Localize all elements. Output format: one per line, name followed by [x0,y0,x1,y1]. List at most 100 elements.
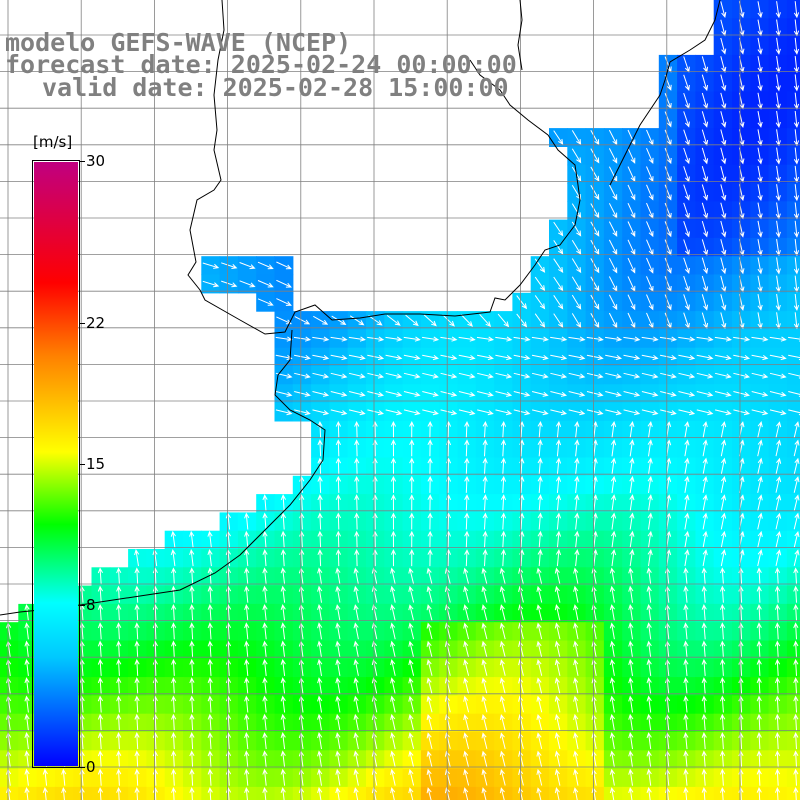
wind-arrow [646,294,654,311]
wind-arrow [696,409,714,416]
wind-arrow [757,111,763,128]
wind-arrow [257,261,274,270]
wind-arrow [403,354,421,361]
wind-arrow [317,768,323,786]
wind-arrow [171,567,177,585]
wind-arrow [500,530,507,548]
wind-arrow [426,640,433,658]
wind-arrow [590,203,600,219]
field-cell [274,786,294,800]
wind-arrow [646,768,652,786]
wind-arrow [500,439,507,457]
wind-arrow [683,603,689,622]
wind-arrow [531,336,549,342]
wind-arrow [702,457,708,475]
wind-arrow [573,732,579,750]
wind-arrow [756,658,762,676]
wind-arrow [426,732,433,750]
wind-arrow [609,585,616,603]
wind-arrow [79,750,85,768]
wind-arrow [500,494,507,512]
wind-arrow [390,604,396,622]
wind-arrow [775,530,782,548]
wind-arrow [244,786,250,800]
wind-arrow [714,409,732,416]
wind-arrow [481,677,488,695]
wind-arrow [757,294,763,311]
wind-arrow [225,768,232,786]
wind-arrow [385,409,403,416]
wind-arrow [574,530,580,548]
wind-arrow [500,475,507,493]
wind-arrow [714,336,732,342]
wind-arrow [664,294,672,311]
wind-arrow [134,603,140,622]
wind-arrow [628,585,634,603]
wind-arrow [477,409,494,416]
wind-arrow [225,567,232,585]
wind-arrow [553,258,564,273]
wind-arrow [353,658,359,676]
wind-arrow [353,622,359,640]
field-cell [786,347,800,367]
wind-arrow [477,391,494,397]
wind-arrow [553,313,564,328]
wind-arrow [463,567,470,585]
field-cell [18,786,38,800]
field-cell [786,73,800,93]
wind-arrow [738,677,744,695]
wind-arrow [171,768,177,786]
wind-arrow [623,336,641,342]
wind-arrow [553,295,564,310]
wind-arrow [628,768,634,786]
wind-arrow [463,695,470,713]
wind-arrow [769,409,787,416]
wind-arrow [390,640,396,658]
wind-arrow [500,457,507,475]
wind-arrow [170,530,176,548]
wind-arrow [207,585,213,603]
wind-arrow [647,512,653,530]
wind-arrow [775,421,782,438]
wind-arrow [769,372,787,379]
wind-arrow [354,439,360,457]
wind-arrow [312,372,330,379]
wind-arrow [720,494,727,512]
wind-arrow [590,184,600,201]
wind-arrow [152,585,158,603]
wind-arrow [609,567,616,585]
wind-arrow [534,258,546,273]
wind-arrow [495,354,513,361]
wind-arrow [513,372,531,379]
wind-arrow [225,750,232,768]
wind-arrow [793,512,800,530]
wind-arrow [608,294,618,311]
wind-arrow [335,457,342,475]
field-cell [786,219,800,239]
wind-arrow [408,659,415,676]
wind-arrow [116,603,122,622]
wind-arrow [458,354,476,361]
wind-arrow [775,457,782,475]
wind-arrow [171,750,177,768]
wind-arrow [793,312,800,330]
wind-arrow [623,372,641,379]
field-cell [786,292,800,312]
wind-arrow [788,409,800,416]
wind-arrow [152,768,158,786]
wind-arrow [702,475,708,493]
wind-arrow [793,622,799,640]
wind-arrow [189,585,195,603]
wind-arrow [422,372,439,379]
wind-arrow [97,768,104,786]
wind-arrow [330,354,348,361]
wind-arrow [536,585,543,603]
wind-arrow [427,549,433,567]
wind-arrow [464,530,470,548]
colorbar-unit-label: [m/s] [33,133,73,151]
field-cell [366,786,385,800]
wind-arrow [61,768,67,786]
wind-arrow [646,732,652,750]
field-cell [786,585,800,605]
wind-arrow [719,603,726,622]
